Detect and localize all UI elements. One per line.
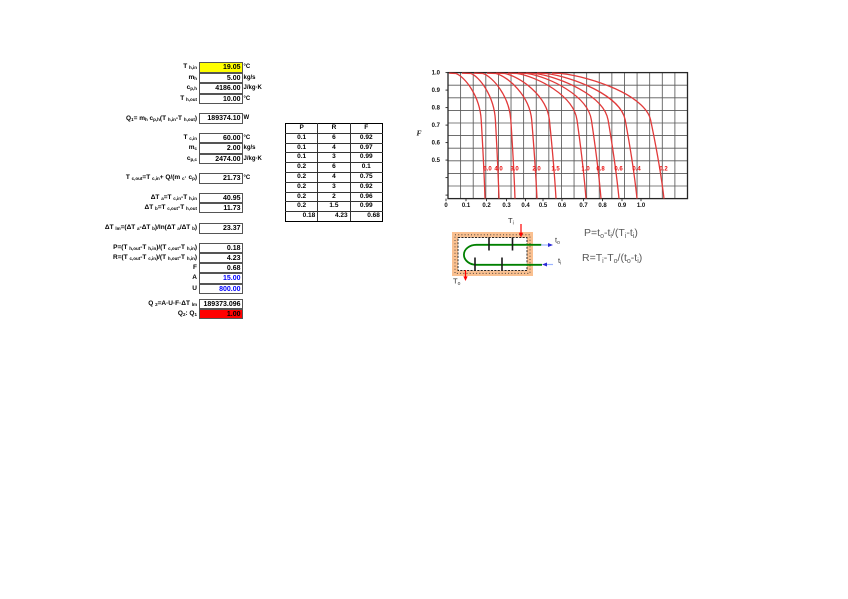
svg-text:0.1: 0.1 [462, 203, 471, 209]
svg-text:0.6: 0.6 [558, 203, 567, 209]
svg-text:0.6: 0.6 [432, 141, 441, 147]
svg-text:4.0: 4.0 [494, 167, 503, 173]
svg-text:1.0: 1.0 [432, 71, 441, 77]
svg-text:0.4: 0.4 [521, 203, 530, 209]
svg-text:0.8: 0.8 [598, 203, 607, 209]
svg-text:F: F [417, 129, 422, 138]
svg-text:0.3: 0.3 [502, 203, 511, 209]
svg-text:0.9: 0.9 [618, 203, 627, 209]
svg-text:0.7: 0.7 [579, 203, 588, 209]
svg-text:0.9: 0.9 [432, 88, 441, 94]
svg-text:ti: ti [558, 256, 561, 267]
svg-text:0.4: 0.4 [632, 167, 641, 173]
svg-text:1.0: 1.0 [581, 167, 590, 173]
svg-text:Ti: Ti [508, 216, 514, 227]
svg-text:2.0: 2.0 [532, 167, 541, 173]
svg-text:6.0: 6.0 [483, 167, 492, 173]
svg-text:0: 0 [444, 203, 448, 209]
svg-text:0.5: 0.5 [432, 158, 441, 164]
svg-text:1.0: 1.0 [637, 203, 646, 209]
svg-text:0.6: 0.6 [614, 167, 623, 173]
svg-text:1.5: 1.5 [551, 167, 560, 173]
svg-text:0.7: 0.7 [432, 123, 441, 129]
svg-text:To: To [453, 277, 461, 288]
svg-text:0.8: 0.8 [432, 106, 441, 112]
svg-text:to: to [555, 236, 560, 247]
svg-text:0.2: 0.2 [482, 203, 491, 209]
svg-text:0.8: 0.8 [596, 167, 605, 173]
svg-text:0.5: 0.5 [539, 203, 548, 209]
svg-text:0.2: 0.2 [659, 167, 668, 173]
svg-text:3.0: 3.0 [510, 167, 519, 173]
